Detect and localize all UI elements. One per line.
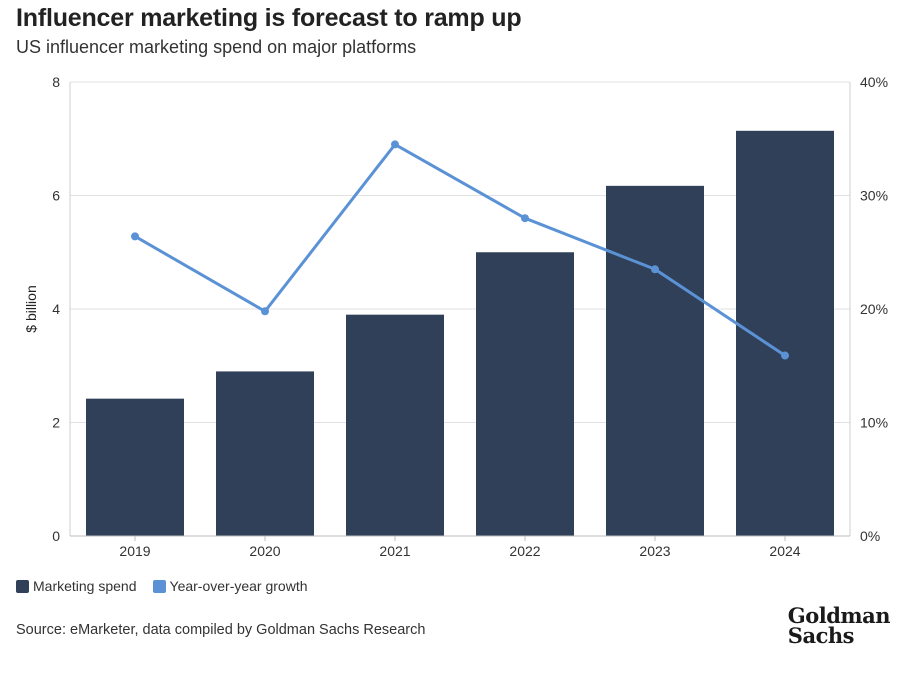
y-tick-label: 6 (52, 188, 60, 204)
y2-tick-label: 40% (860, 74, 888, 90)
tick-labels: 0 2 4 6 8 0% 10% 20% 30% 40% $ billion 2019 2020 2021… (23, 74, 888, 559)
growth-point (131, 232, 139, 241)
legend-swatch-bar (16, 579, 29, 593)
y-tick-label: 8 (52, 74, 60, 90)
source-note: Source: eMarketer, data compiled by Gold… (16, 622, 426, 638)
goldman-sachs-logo: Goldman Sachs (787, 603, 891, 648)
bar (86, 398, 184, 536)
legend-item-bar: Marketing spend (16, 578, 137, 594)
x-tick-label: 2021 (379, 543, 410, 559)
logo-line-1: Goldman (787, 603, 891, 628)
growth-point (651, 265, 659, 274)
legend-swatch-line (152, 579, 166, 593)
y2-tick-label: 30% (860, 188, 888, 204)
y-tick-label: 4 (52, 301, 60, 317)
axes (69, 82, 851, 541)
chart-plot: 0 2 4 6 8 0% 10% 20% 30% 40% $ billion 2019 2020 2021… (23, 74, 888, 559)
bar (216, 371, 314, 536)
legend-label-line: Year-over-year growth (169, 578, 308, 594)
legend-item-line: Year-over-year growth (152, 578, 308, 594)
x-tick-label: 2022 (509, 543, 540, 559)
growth-line (134, 142, 786, 357)
line-series (131, 140, 789, 360)
chart-subtitle: US influencer marketing spend on major p… (16, 37, 417, 57)
growth-point (521, 214, 529, 223)
bar (606, 185, 704, 537)
bar (476, 252, 574, 536)
y2-tick-label: 10% (860, 415, 888, 431)
y2-tick-label: 20% (860, 301, 888, 317)
bar-series (86, 130, 834, 537)
x-tick-label: 2019 (119, 543, 150, 559)
legend-label-bar: Marketing spend (33, 578, 137, 594)
chart-legend: Marketing spend Year-over-year growth (16, 578, 324, 594)
logo-line-2: Sachs (787, 623, 855, 648)
chart-title: Influencer marketing is forecast to ramp… (16, 4, 522, 32)
y-axis-title: $ billion (23, 285, 39, 332)
x-tick-label: 2020 (249, 543, 280, 559)
y2-tick-label: 0% (860, 528, 880, 544)
y-tick-label: 2 (52, 415, 60, 431)
bar (346, 314, 444, 536)
y-tick-label: 0 (52, 528, 60, 544)
growth-point (781, 351, 789, 360)
x-tick-label: 2023 (639, 543, 670, 559)
growth-point (261, 307, 269, 316)
gridlines (70, 81, 850, 423)
growth-point (391, 140, 399, 149)
x-tick-label: 2024 (769, 543, 800, 559)
